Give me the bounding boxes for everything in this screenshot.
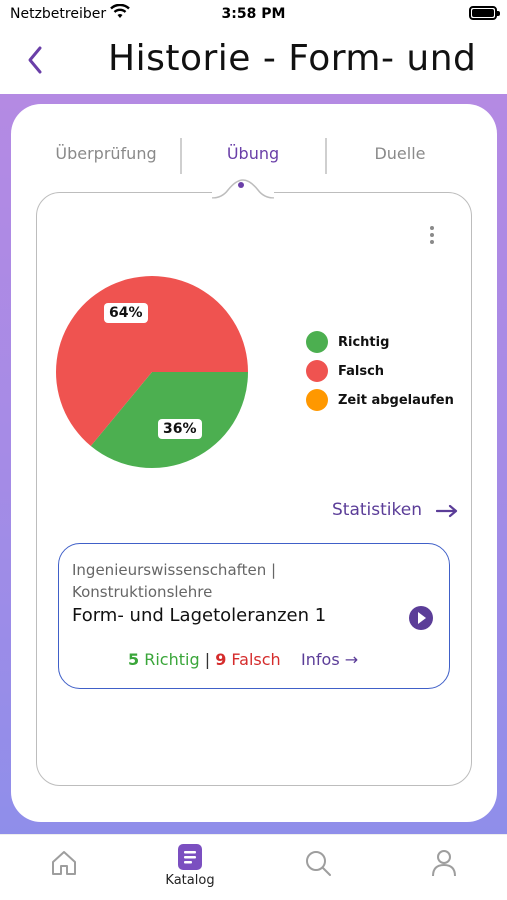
legend-dot-green	[306, 331, 328, 353]
legend-label: Falsch	[338, 364, 385, 379]
correct-label: Richtig	[144, 650, 200, 669]
infos-link[interactable]: Infos	[301, 650, 340, 669]
category-line: Ingenieurswissenschaften |	[72, 561, 277, 579]
catalog-icon	[178, 844, 202, 870]
tab-divider	[180, 138, 182, 174]
nav-catalog[interactable]: Katalog	[150, 835, 230, 900]
stats-separator: |	[204, 650, 211, 669]
pie-label-falsch: 64%	[104, 303, 148, 323]
play-button[interactable]	[409, 606, 433, 630]
pie-label-richtig: 36%	[158, 419, 202, 439]
tab-practice[interactable]: Übung	[226, 144, 280, 163]
home-icon	[52, 851, 76, 875]
battery-icon	[469, 6, 500, 20]
more-options-icon[interactable]	[424, 224, 440, 248]
legend-label: Richtig	[338, 335, 390, 350]
result-title: Form- und Lagetoleranzen 1	[72, 605, 327, 626]
nav-catalog-label: Katalog	[165, 873, 215, 888]
tab-divider	[325, 138, 327, 174]
bottom-navigation: Katalog	[0, 834, 507, 900]
status-bar: Netzbetreiber 3:58 PM	[0, 0, 507, 28]
pie-chart	[56, 276, 249, 468]
nav-profile[interactable]	[404, 835, 484, 900]
carrier-label: Netzbetreiber	[10, 6, 107, 22]
nav-home[interactable]	[24, 835, 104, 900]
result-stats: 5 Richtig | 9 Falsch Infos →	[128, 650, 358, 669]
tab-duels[interactable]: Duelle	[374, 144, 426, 163]
tab-active-indicator	[238, 182, 244, 188]
result-card[interactable]	[58, 543, 450, 689]
profile-icon	[432, 850, 456, 877]
legend-label: Zeit abgelaufen	[338, 393, 454, 408]
statistics-link[interactable]: Statistiken	[332, 500, 422, 520]
wrong-label: Falsch	[231, 650, 281, 669]
back-chevron-icon[interactable]	[22, 44, 50, 76]
correct-count: 5	[128, 650, 140, 669]
panel-notch	[212, 178, 274, 200]
wifi-icon	[110, 4, 130, 18]
clock-label: 3:58 PM	[221, 6, 286, 22]
tab-review[interactable]: Überprüfung	[55, 144, 157, 163]
tab-bar: Überprüfung Übung Duelle	[11, 136, 497, 176]
search-icon	[306, 851, 331, 876]
legend-dot-orange	[306, 389, 328, 411]
result-category: Ingenieurswissenschaften | Konstruktions…	[72, 559, 276, 603]
page-title: Historie - Form- und Lagetoleranzen 1	[108, 38, 488, 79]
category-line: Konstruktionslehre	[72, 583, 213, 601]
header: Historie - Form- und Lagetoleranzen 1	[0, 28, 507, 94]
arrow-right-icon[interactable]: →	[344, 650, 359, 669]
nav-search[interactable]	[278, 835, 358, 900]
arrow-right-icon[interactable]	[436, 504, 458, 518]
legend-dot-red	[306, 360, 328, 382]
wrong-count: 9	[215, 650, 227, 669]
